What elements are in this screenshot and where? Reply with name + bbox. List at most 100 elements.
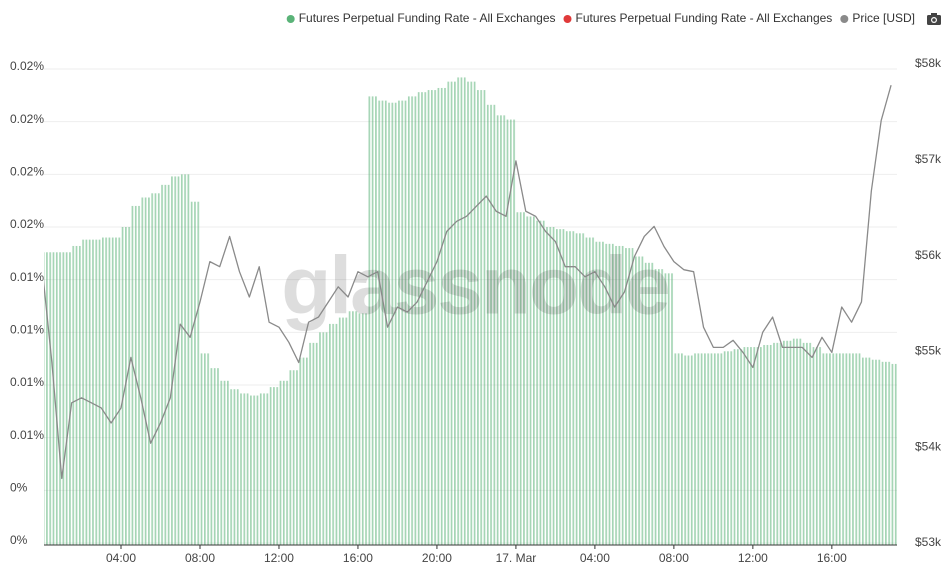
bar	[802, 342, 813, 545]
x-tick-label: 08:00	[185, 551, 215, 565]
x-tick-label: 20:00	[422, 551, 452, 565]
bar	[298, 357, 309, 545]
bar	[683, 355, 694, 545]
bar	[555, 229, 566, 545]
bar	[792, 338, 803, 545]
bar	[51, 252, 62, 545]
bar	[831, 353, 842, 545]
bar	[387, 102, 398, 545]
bar	[61, 252, 72, 545]
legend-marker	[286, 15, 295, 23]
x-tick-label: 04:00	[106, 551, 136, 565]
bar	[851, 353, 862, 545]
bar	[634, 256, 645, 545]
bar	[397, 100, 408, 545]
bar	[565, 231, 576, 545]
bar	[348, 311, 358, 545]
bar	[881, 361, 892, 545]
y2-tick-label: $55k	[915, 344, 942, 358]
bar	[891, 363, 897, 545]
bar	[81, 239, 92, 545]
bar	[782, 340, 793, 545]
bar	[861, 357, 872, 545]
legend-marker	[840, 15, 849, 23]
bar	[71, 245, 82, 545]
bar	[673, 353, 684, 545]
bar	[259, 393, 270, 545]
x-tick-label: 12:00	[738, 551, 768, 565]
bar	[476, 90, 487, 545]
y-tick-label: 0.02%	[10, 165, 44, 179]
y2-tick-label: $53k	[915, 535, 942, 549]
bar	[654, 269, 665, 545]
y2-tick-label: $56k	[915, 248, 942, 262]
bar	[190, 201, 200, 545]
x-tick-label: 16:00	[817, 551, 847, 565]
bar	[456, 77, 467, 545]
bar	[703, 353, 714, 545]
bar	[199, 353, 210, 545]
bar	[841, 353, 852, 545]
bar	[249, 395, 260, 545]
bar	[713, 353, 724, 545]
y-tick-label: 0.02%	[10, 112, 44, 126]
bar	[762, 344, 773, 545]
bar	[545, 227, 556, 545]
bar	[367, 96, 378, 545]
bar	[278, 380, 289, 545]
x-tick-label: 08:00	[659, 551, 689, 565]
bar	[466, 81, 477, 545]
bar	[446, 81, 457, 545]
bar	[219, 380, 230, 545]
bar	[328, 323, 339, 545]
bar	[821, 353, 832, 545]
bar	[239, 393, 250, 545]
bar	[140, 197, 151, 545]
camera-icon[interactable]	[927, 13, 941, 25]
bar	[585, 237, 595, 545]
legend-marker	[563, 15, 572, 23]
bar	[515, 212, 526, 545]
bar	[269, 387, 279, 545]
bar	[357, 313, 368, 545]
bar	[229, 389, 240, 545]
x-tick-label: 16:00	[343, 551, 373, 565]
legend: Price [USD] Futures Perpetual Funding Rat…	[286, 11, 915, 25]
bar	[506, 119, 516, 545]
bar	[44, 252, 52, 545]
y-tick-label: 0%	[10, 481, 28, 495]
bar	[812, 347, 822, 545]
y-tick-label: 0.01%	[10, 375, 44, 389]
x-tick-label: 04:00	[580, 551, 610, 565]
bar	[288, 370, 299, 545]
bar	[742, 347, 753, 545]
legend-label: Futures Perpetual Funding Rate - All Exc…	[299, 11, 556, 25]
legend-label: Price [USD]	[852, 11, 915, 25]
bar	[308, 342, 319, 545]
bar	[407, 96, 418, 545]
y2-tick-label: $58k	[915, 56, 942, 70]
y-tick-label: 0.02%	[10, 217, 44, 231]
bar	[150, 193, 161, 545]
bar	[101, 237, 112, 545]
bar	[180, 174, 191, 545]
lines	[44, 84, 892, 480]
x-tick-label: 12:00	[264, 551, 294, 565]
bar	[594, 241, 605, 545]
bar	[535, 220, 546, 545]
bar	[338, 317, 349, 545]
y-tick-label: 0.01%	[10, 428, 44, 442]
bar	[91, 239, 102, 545]
x-tick-label: 17. Mar	[496, 551, 537, 565]
bar	[111, 237, 122, 545]
y2-tick-label: $57k	[915, 152, 942, 166]
bar	[486, 104, 497, 545]
bars	[44, 77, 897, 545]
bar	[377, 100, 388, 545]
watermark: glassnode	[281, 241, 669, 332]
bar	[871, 359, 882, 545]
bar	[417, 92, 428, 545]
bar	[752, 347, 763, 545]
bar	[614, 245, 625, 545]
